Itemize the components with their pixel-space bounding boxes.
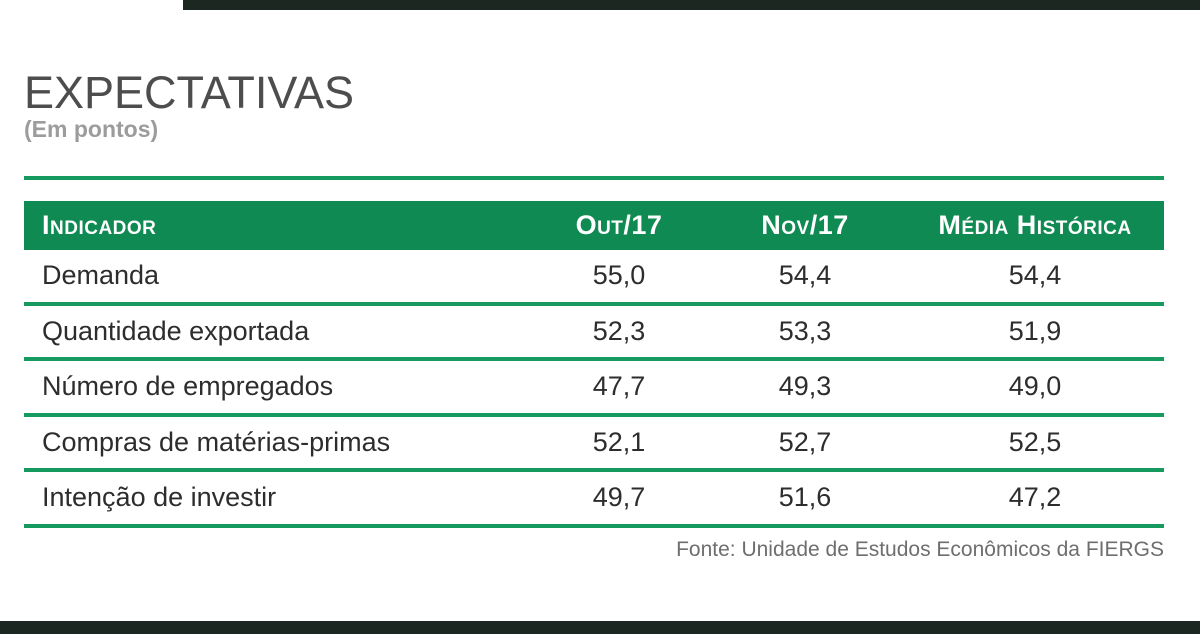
table-top-rule [24,176,1164,180]
value-nov17: 51,6 [778,482,832,513]
table-row: Quantidade exportada 52,3 53,3 51,9 [24,306,1164,361]
table-row: Demanda 55,0 54,4 54,4 [24,250,1164,306]
column-header-out17: Out/17 [575,210,663,240]
value-media-historica: 51,9 [1008,315,1062,346]
table-header-row: Indicador Out/17 Nov/17 Média Histórica [24,201,1164,250]
page-title: EXPECTATIVAS [24,67,355,118]
value-media-historica: 52,5 [1008,426,1062,457]
value-nov17: 53,3 [778,315,832,346]
value-nov17: 54,4 [778,260,832,291]
value-nov17: 52,7 [778,426,832,457]
row-label: Compras de matérias-primas [42,426,391,457]
bottom-dark-bar [0,621,1200,634]
table-body: Demanda 55,0 54,4 54,4 Quantidade export… [24,250,1164,528]
top-dark-bar [183,0,1200,10]
row-label: Número de empregados [42,371,334,402]
page-subtitle: (Em pontos) [24,116,159,142]
value-media-historica: 47,2 [1008,482,1062,513]
value-out17: 52,3 [592,315,646,346]
row-label: Demanda [42,260,160,291]
column-header-media-historica: Média Histórica [938,210,1132,240]
value-out17: 49,7 [592,482,646,513]
value-media-historica: 54,4 [1008,260,1062,291]
table-row: Número de empregados 47,7 49,3 49,0 [24,361,1164,417]
value-out17: 47,7 [592,371,646,402]
table-row: Compras de matérias-primas 52,1 52,7 52,… [24,417,1164,472]
source-credit: Fonte: Unidade de Estudos Econômicos da … [676,538,1164,561]
value-media-historica: 49,0 [1008,371,1062,402]
table-row: Intenção de investir 49,7 51,6 47,2 [24,472,1164,528]
value-out17: 52,1 [592,426,646,457]
column-header-indicador: Indicador [42,210,157,240]
value-out17: 55,0 [592,260,646,291]
row-label: Intenção de investir [42,482,277,513]
row-label: Quantidade exportada [42,315,310,346]
value-nov17: 49,3 [778,371,832,402]
column-header-nov17: Nov/17 [761,210,849,240]
